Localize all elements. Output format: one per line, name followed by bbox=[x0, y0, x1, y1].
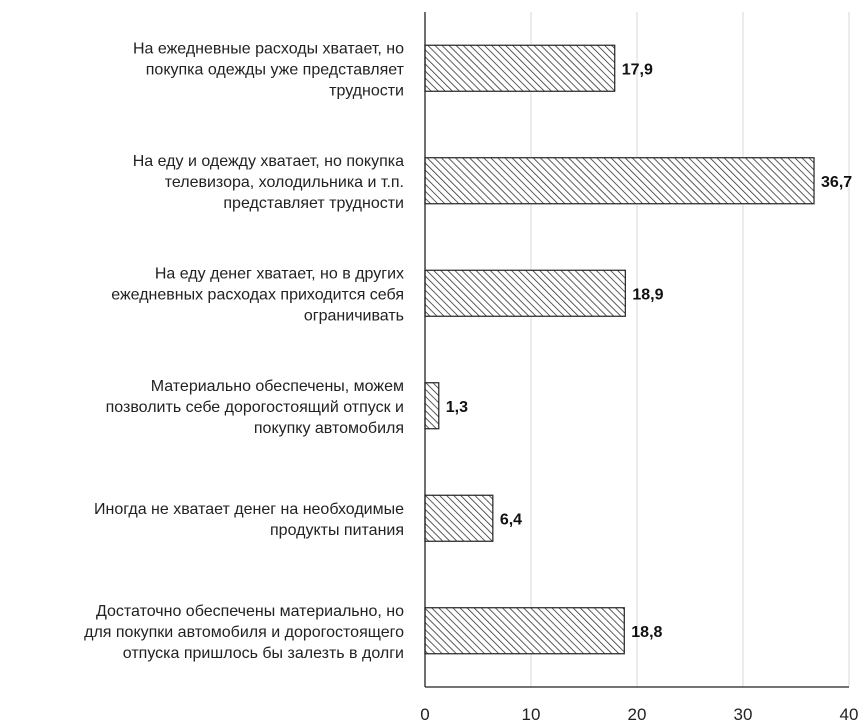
category-labels: На ежедневные расходы хватает, но покупка… bbox=[84, 40, 405, 662]
bars bbox=[424, 44, 815, 655]
value-labels: 17,9 36,7 18,9 1,3 6,4 18,8 bbox=[446, 61, 852, 641]
axes bbox=[424, 12, 849, 688]
data-label: 17,9 bbox=[622, 61, 653, 78]
bar bbox=[424, 44, 616, 92]
category-label: На ежедневные расходы хватает, но покупка… bbox=[133, 40, 405, 99]
x-tick-label: 20 bbox=[628, 705, 647, 724]
bar bbox=[424, 157, 815, 205]
category-label: На еду и одежду хватает, но покупка телев… bbox=[133, 153, 404, 212]
category-label: Иногда не хватает денег на необходимые пр… bbox=[94, 501, 404, 539]
bar bbox=[424, 494, 494, 542]
x-tick-label: 30 bbox=[734, 705, 753, 724]
data-label: 36,7 bbox=[821, 174, 852, 191]
x-tick-label: 10 bbox=[522, 705, 541, 724]
bar bbox=[424, 382, 440, 430]
category-label: На еду денег хватает, но в других ежеднев… bbox=[111, 265, 404, 324]
category-label: Материально обеспечены, можем позволить с… bbox=[106, 378, 404, 437]
data-label: 18,8 bbox=[631, 624, 662, 641]
data-label: 6,4 bbox=[500, 511, 522, 528]
category-label: Достаточно обеспечены материально, но для… bbox=[84, 603, 404, 662]
data-label: 1,3 bbox=[446, 399, 468, 416]
bar bbox=[424, 607, 625, 655]
x-tick-label: 40 bbox=[840, 705, 859, 724]
x-tick-label: 0 bbox=[420, 705, 429, 724]
bar bbox=[424, 269, 626, 317]
data-label: 18,9 bbox=[632, 286, 663, 303]
tick-labels: 0 10 20 30 40 bbox=[420, 705, 858, 724]
gridlines bbox=[530, 12, 850, 687]
